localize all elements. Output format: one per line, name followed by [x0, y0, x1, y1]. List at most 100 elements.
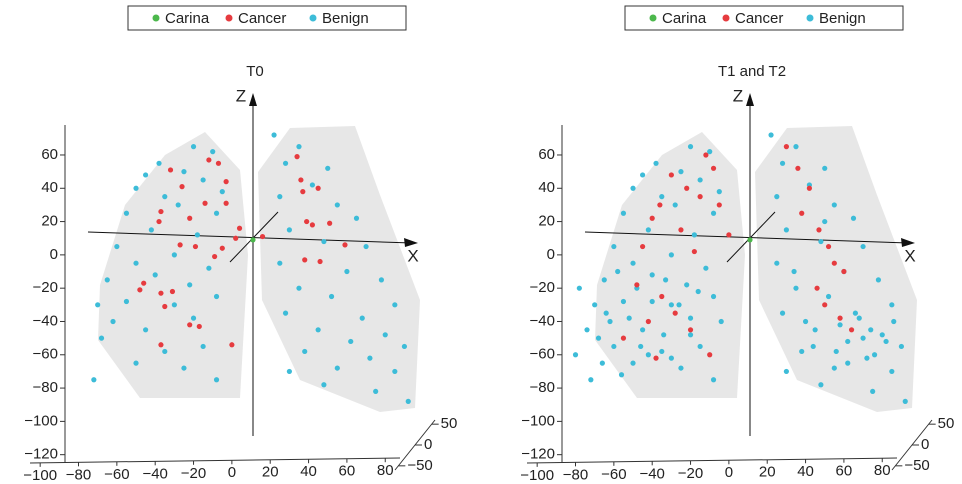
- legend-marker: [152, 14, 160, 22]
- data-point: [620, 210, 627, 216]
- data-point: [353, 215, 360, 221]
- legend-label: Benign: [322, 10, 369, 27]
- data-point: [818, 382, 824, 388]
- data-point: [684, 282, 690, 288]
- data-point: [802, 318, 809, 325]
- data-point: [196, 323, 202, 330]
- data-point: [190, 144, 197, 150]
- z-axis-label: Z: [236, 86, 246, 105]
- data-point: [123, 298, 130, 305]
- data-point: [668, 355, 674, 361]
- data-point: [615, 268, 621, 275]
- data-point: [212, 253, 218, 260]
- data-point: [668, 172, 674, 178]
- data-point: [825, 243, 832, 250]
- z-tick-label: 60: [538, 146, 555, 163]
- y-tick-label: 50: [938, 415, 955, 432]
- data-point: [219, 189, 225, 195]
- data-point: [344, 268, 350, 275]
- data-point: [162, 303, 168, 310]
- data-point: [783, 144, 789, 150]
- data-point: [707, 149, 713, 155]
- x-tick-label: −20: [678, 465, 703, 482]
- data-point: [691, 248, 697, 255]
- data-point: [378, 277, 385, 283]
- data-point: [831, 365, 837, 371]
- data-point: [210, 149, 216, 155]
- legend-marker: [649, 14, 657, 22]
- z-tick-label: 0: [50, 246, 58, 263]
- data-point: [653, 160, 659, 166]
- data-point: [576, 285, 582, 291]
- x-tick-label: −100: [23, 467, 57, 484]
- data-point: [133, 360, 139, 366]
- data-point: [799, 210, 805, 216]
- data-point: [309, 182, 315, 188]
- data-point: [143, 172, 149, 178]
- data-point: [891, 318, 897, 325]
- legend: Carina Cancer Benign: [127, 5, 407, 31]
- data-point: [601, 277, 607, 283]
- data-point: [382, 332, 388, 338]
- y-tick-label: 50: [441, 415, 458, 432]
- data-point: [181, 169, 187, 175]
- data-point: [816, 227, 822, 233]
- panel: 60 40 20 0 −20 −40 −60 −80 −100 −120 −100 −80 −60 −40…: [23, 5, 458, 484]
- data-point: [328, 293, 335, 300]
- x-tick-label: −60: [601, 466, 626, 483]
- data-point: [889, 302, 895, 308]
- data-point: [663, 277, 669, 283]
- legend-label: Benign: [819, 10, 866, 27]
- data-point: [213, 210, 220, 216]
- data-point: [302, 257, 308, 263]
- data-point: [649, 298, 655, 305]
- data-point: [592, 302, 598, 308]
- data-point: [187, 215, 193, 221]
- lung-left: [595, 132, 745, 398]
- z-tick-label: −80: [33, 379, 58, 396]
- data-point: [223, 200, 229, 206]
- data-point: [812, 327, 818, 333]
- z-tick-label: −40: [530, 312, 555, 329]
- chart-title: T0: [246, 63, 264, 80]
- data-point: [177, 242, 183, 248]
- data-point: [143, 327, 149, 333]
- panel: 60 40 20 0 −20 −40 −60 −80 −100 −120 −100 −80 −60 −40…: [520, 5, 955, 484]
- data-point: [162, 348, 168, 355]
- x-axis: [29, 457, 401, 464]
- data-point: [618, 372, 625, 378]
- data-point: [300, 189, 306, 195]
- data-point: [668, 302, 674, 308]
- x-tick-label: −20: [181, 465, 206, 482]
- x-tick-label: 0: [725, 464, 733, 481]
- data-point: [822, 218, 828, 225]
- data-point: [837, 315, 843, 321]
- x-tick-label: 20: [262, 464, 279, 481]
- data-point: [825, 293, 832, 300]
- data-point: [695, 288, 701, 295]
- data-point: [219, 245, 225, 251]
- data-point: [123, 210, 130, 216]
- data-point: [691, 232, 697, 238]
- data-point: [883, 338, 889, 345]
- data-point: [317, 258, 323, 265]
- data-point: [860, 335, 866, 341]
- x-axis-label: X: [407, 246, 418, 265]
- data-point: [95, 302, 101, 308]
- z-tick-label: −100: [24, 412, 58, 429]
- data-point: [659, 194, 665, 200]
- data-point: [822, 302, 828, 308]
- x-tick-label: 0: [228, 464, 236, 481]
- legend-label: Cancer: [238, 10, 286, 27]
- data-point: [703, 265, 709, 271]
- data-point: [620, 298, 627, 305]
- z-axis-label: Z: [733, 86, 743, 105]
- data-point: [868, 327, 874, 333]
- data-point: [793, 285, 799, 291]
- legend-marker: [225, 14, 233, 22]
- data-point: [611, 243, 617, 250]
- data-point: [645, 352, 651, 358]
- data-point: [114, 243, 120, 250]
- lung-left: [98, 132, 248, 398]
